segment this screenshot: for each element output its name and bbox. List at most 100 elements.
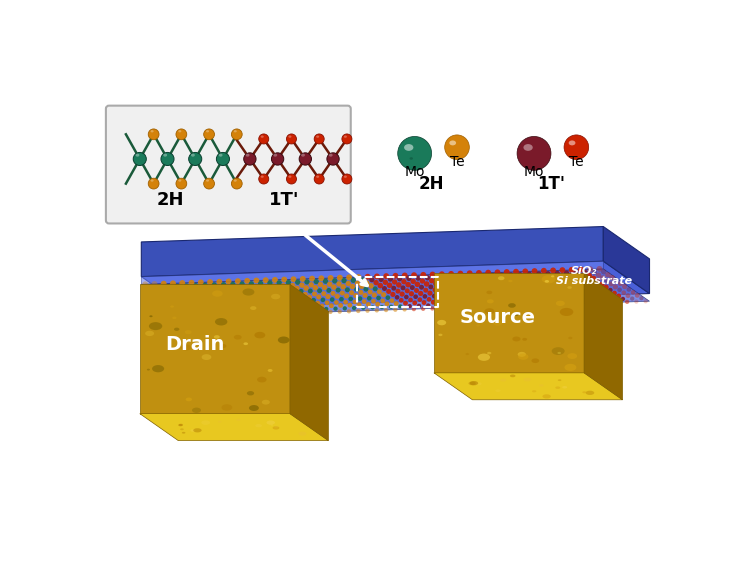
Polygon shape: [434, 373, 623, 400]
Point: [415, 289, 427, 298]
Point: [292, 306, 304, 315]
Point: [375, 275, 387, 284]
Point: [173, 303, 185, 312]
Point: [204, 277, 216, 286]
Point: [225, 298, 236, 307]
Point: [480, 281, 492, 290]
Ellipse shape: [216, 152, 230, 165]
Point: [275, 300, 286, 309]
Point: [369, 284, 381, 293]
Point: [430, 273, 442, 282]
Point: [435, 276, 447, 285]
Ellipse shape: [268, 369, 272, 372]
Point: [401, 293, 413, 302]
Ellipse shape: [182, 432, 186, 434]
Ellipse shape: [147, 368, 150, 371]
Point: [186, 306, 198, 315]
Point: [164, 297, 176, 306]
Point: [376, 303, 388, 312]
Point: [327, 289, 339, 298]
Text: Drain: Drain: [166, 335, 225, 354]
Point: [248, 289, 260, 298]
Point: [313, 293, 325, 302]
Point: [398, 277, 410, 286]
Ellipse shape: [149, 322, 162, 330]
Ellipse shape: [151, 130, 154, 132]
Point: [413, 301, 425, 310]
Ellipse shape: [206, 130, 209, 132]
Point: [499, 280, 511, 289]
Point: [231, 283, 243, 292]
Ellipse shape: [179, 423, 183, 426]
Point: [232, 277, 244, 286]
Ellipse shape: [192, 408, 201, 413]
Point: [270, 303, 282, 312]
Point: [317, 295, 329, 305]
Point: [498, 292, 510, 301]
Point: [195, 278, 207, 287]
Point: [219, 302, 231, 311]
Point: [593, 298, 605, 307]
Ellipse shape: [259, 134, 269, 144]
Point: [519, 301, 531, 310]
Point: [328, 282, 340, 291]
Point: [225, 292, 237, 301]
Ellipse shape: [236, 419, 241, 421]
Point: [389, 305, 401, 314]
Point: [521, 282, 533, 291]
Point: [560, 275, 571, 284]
Ellipse shape: [524, 144, 533, 151]
Point: [454, 269, 466, 278]
Point: [161, 288, 173, 297]
Polygon shape: [141, 226, 604, 277]
Point: [157, 285, 169, 294]
Point: [330, 304, 342, 313]
Point: [192, 297, 204, 306]
Point: [410, 286, 422, 295]
Point: [456, 290, 468, 299]
Point: [310, 283, 322, 292]
Point: [564, 278, 576, 287]
Point: [297, 275, 309, 284]
Ellipse shape: [231, 129, 242, 140]
Point: [246, 307, 258, 316]
Ellipse shape: [271, 294, 280, 299]
Point: [423, 295, 435, 304]
Point: [361, 278, 373, 288]
Point: [501, 295, 513, 305]
Point: [359, 291, 371, 300]
Point: [343, 307, 355, 316]
Point: [485, 284, 497, 293]
Point: [294, 293, 306, 302]
Ellipse shape: [247, 391, 254, 396]
Polygon shape: [140, 284, 290, 414]
Point: [557, 299, 568, 308]
Point: [306, 308, 318, 317]
Ellipse shape: [172, 316, 177, 319]
Point: [422, 301, 434, 310]
Point: [595, 286, 607, 295]
Point: [557, 265, 568, 275]
Ellipse shape: [552, 347, 565, 355]
Point: [559, 281, 571, 290]
Point: [536, 278, 548, 288]
Point: [427, 270, 439, 279]
Ellipse shape: [314, 174, 325, 184]
Point: [610, 276, 622, 285]
Ellipse shape: [250, 306, 257, 310]
Point: [289, 296, 301, 305]
Ellipse shape: [178, 424, 183, 426]
Point: [567, 287, 579, 296]
Point: [551, 275, 562, 284]
Text: Mo: Mo: [524, 165, 545, 179]
Point: [598, 267, 609, 276]
Polygon shape: [434, 273, 584, 373]
Polygon shape: [141, 261, 650, 309]
Point: [260, 303, 272, 312]
Ellipse shape: [186, 397, 192, 401]
Point: [468, 272, 480, 281]
Point: [213, 277, 225, 286]
Point: [563, 284, 575, 293]
Point: [489, 286, 501, 295]
Point: [301, 277, 313, 286]
